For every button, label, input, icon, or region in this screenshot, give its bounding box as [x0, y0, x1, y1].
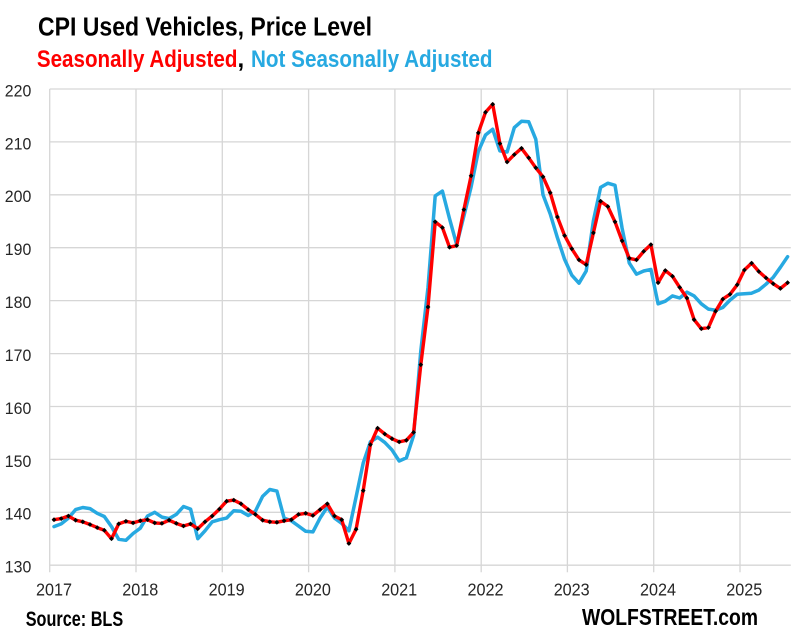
svg-text:160: 160 — [5, 399, 32, 418]
svg-text:2018: 2018 — [122, 580, 158, 600]
svg-text:,: , — [238, 46, 245, 73]
svg-text:Source: BLS: Source: BLS — [26, 608, 124, 631]
svg-text:Not Seasonally Adjusted: Not Seasonally Adjusted — [251, 46, 493, 73]
svg-text:170: 170 — [5, 346, 32, 365]
svg-text:2024: 2024 — [640, 580, 676, 600]
svg-text:2019: 2019 — [209, 580, 245, 600]
svg-text:130: 130 — [5, 558, 32, 577]
svg-text:2022: 2022 — [468, 580, 504, 600]
svg-text:140: 140 — [5, 505, 32, 524]
svg-text:2025: 2025 — [726, 580, 762, 600]
svg-text:180: 180 — [5, 293, 32, 312]
svg-text:220: 220 — [5, 81, 32, 100]
svg-text:190: 190 — [5, 240, 32, 259]
svg-text:200: 200 — [5, 187, 32, 206]
svg-text:CPI Used Vehicles, Price Level: CPI Used Vehicles, Price Level — [38, 14, 372, 42]
svg-text:2020: 2020 — [295, 580, 331, 600]
svg-text:WOLFSTREET.com: WOLFSTREET.com — [582, 604, 758, 630]
svg-text:2021: 2021 — [381, 580, 417, 600]
svg-text:210: 210 — [5, 134, 32, 153]
svg-text:150: 150 — [5, 452, 32, 471]
svg-text:Seasonally Adjusted: Seasonally Adjusted — [37, 46, 238, 73]
svg-text:2017: 2017 — [36, 580, 72, 600]
svg-text:2023: 2023 — [554, 580, 590, 600]
